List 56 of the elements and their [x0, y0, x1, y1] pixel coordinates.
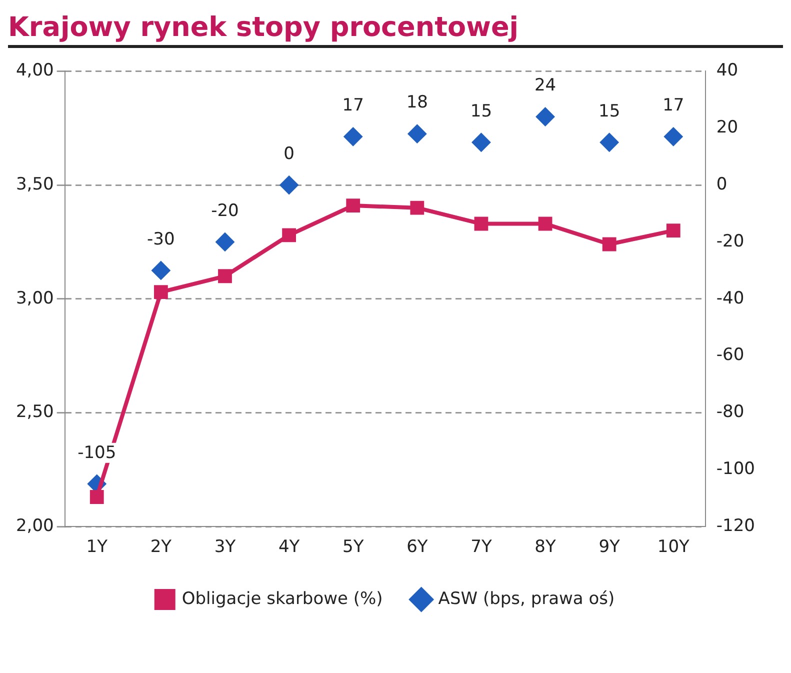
x-tick-label: 7Y [470, 537, 492, 558]
point [408, 124, 427, 144]
data-label: 15 [598, 101, 620, 122]
point [536, 107, 555, 126]
y2-tick-label: -40 [716, 288, 744, 308]
legend-label: ASW (bps, prawa oś) [438, 588, 615, 609]
x-tick-label: 6Y [406, 537, 428, 558]
point [344, 127, 363, 146]
x-tick-label: 10Y [657, 537, 690, 558]
point [600, 132, 619, 152]
y-tick-label: 4,00 [16, 60, 54, 81]
point [282, 228, 296, 242]
point [664, 127, 683, 146]
y-tick-label: 3,50 [16, 174, 54, 194]
point [472, 132, 491, 152]
x-tick-label: 5Y [342, 537, 364, 558]
point [346, 198, 360, 212]
y2-tick-label: 20 [716, 118, 738, 138]
x-tick-label: 4Y [278, 537, 300, 558]
point [90, 490, 104, 504]
data-label: 15 [470, 101, 492, 122]
data-label: 24 [534, 76, 556, 96]
y2-tick-label: -60 [716, 345, 744, 366]
point [151, 260, 170, 280]
y-tick-label: 2,50 [16, 402, 54, 422]
data-label: 17 [342, 96, 364, 116]
data-label: -20 [211, 200, 239, 221]
data-label: 17 [662, 96, 684, 116]
point [410, 200, 424, 215]
x-tick-label: 9Y [598, 537, 621, 558]
point [538, 216, 552, 231]
legend-label: Obligacje skarbowe (%) [182, 588, 383, 609]
chart-title: Krajowy rynek stopy procentowej [8, 11, 520, 45]
y2-tick-label: -100 [716, 459, 756, 480]
y2-tick-label: -120 [716, 516, 756, 536]
point [666, 224, 680, 238]
point [154, 285, 168, 300]
y-tick-label: 2,00 [16, 516, 54, 536]
data-label: 18 [406, 92, 428, 113]
y2-tick-label: -80 [716, 402, 744, 422]
point [474, 216, 488, 231]
x-tick-label: 3Y [214, 537, 236, 558]
y-tick-label: 3,00 [16, 288, 54, 308]
y2-tick-label: 40 [716, 60, 738, 81]
data-label: -30 [147, 229, 175, 250]
y2-tick-label: 0 [716, 174, 728, 194]
point [602, 237, 616, 252]
x-tick-label: 8Y [534, 537, 556, 558]
x-tick-label: 1Y [86, 537, 108, 558]
point [215, 232, 234, 252]
point [280, 176, 299, 195]
y2-tick-label: -20 [716, 231, 744, 252]
data-label: -105 [78, 442, 116, 463]
point [218, 269, 232, 284]
x-tick-label: 2Y [150, 537, 172, 558]
data-label: 0 [284, 144, 294, 164]
